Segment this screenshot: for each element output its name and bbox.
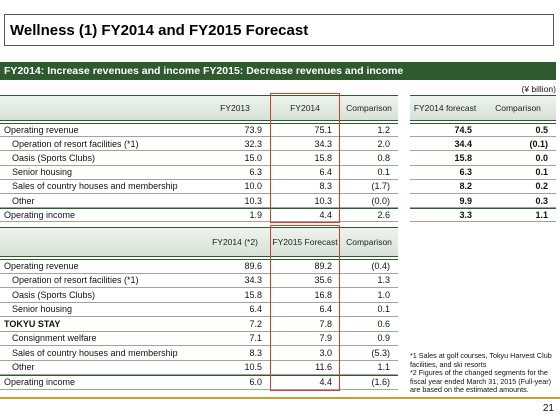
value-cell: 75.1 (270, 123, 340, 138)
value-cell: 1.2 (340, 123, 398, 138)
note: *2 Figures of the changed segments for t… (410, 368, 552, 395)
value-cell: 1.1 (340, 361, 398, 375)
value-cell: 89.2 (270, 259, 340, 274)
value-cell: 10.0 (200, 180, 270, 194)
value-cell: 15.0 (200, 151, 270, 166)
value-cell: (0.0) (340, 194, 398, 209)
header-cell (0, 227, 200, 257)
row-label: Other (0, 194, 200, 209)
value-cell: 10.5 (200, 361, 270, 375)
value-cell: 0.5 (480, 123, 556, 138)
header-cell: FY2014 (270, 95, 340, 121)
row-label: TOKYU STAY (0, 317, 200, 332)
header-cell: FY2014 (*2) (200, 227, 270, 257)
value-cell: 7.2 (200, 317, 270, 332)
value-cell: 0.9 (340, 332, 398, 346)
value-cell: 34.4 (410, 137, 480, 152)
value-cell: 6.4 (270, 303, 340, 317)
value-cell: 0.3 (480, 194, 556, 209)
value-cell: 9.9 (410, 194, 480, 209)
value-cell: 2.6 (340, 208, 398, 223)
value-cell: 6.4 (270, 166, 340, 180)
value-cell: 1.9 (200, 208, 270, 223)
value-cell: 1.0 (340, 288, 398, 303)
value-cell: 7.1 (200, 332, 270, 346)
value-cell: 0.6 (340, 317, 398, 332)
header-cell: FY2014 forecast (410, 95, 480, 121)
row-label: Senior housing (0, 303, 200, 317)
unit: (¥ billion) (521, 84, 557, 94)
header-cell: Comparison (340, 95, 398, 121)
value-cell: 10.3 (270, 194, 340, 209)
subtitle-bar: FY2014: Increase revenues and income FY2… (0, 62, 556, 80)
value-cell: 11.6 (270, 361, 340, 375)
header-cell: Comparison (480, 95, 556, 121)
value-cell: 35.6 (270, 274, 340, 288)
value-cell: 74.5 (410, 123, 480, 138)
highlight (270, 93, 340, 224)
row-label: Sales of country houses and membership (0, 346, 200, 361)
row-label: Operation of resort facilities (*1) (0, 274, 200, 288)
value-cell: 7.8 (270, 317, 340, 332)
row-label: Other (0, 361, 200, 375)
value-cell: 0.1 (340, 303, 398, 317)
value-cell: (1.7) (340, 180, 398, 194)
value-cell: (0.4) (340, 259, 398, 274)
value-cell: 0.2 (480, 180, 556, 194)
row-label: Oasis (Sports Clubs) (0, 151, 200, 166)
value-cell: 6.0 (200, 375, 270, 390)
value-cell: 7.9 (270, 332, 340, 346)
value-cell: 4.4 (270, 375, 340, 390)
title: Wellness (1) FY2014 and FY2015 Forecast (4, 14, 554, 46)
row-label: Operation of resort facilities (*1) (0, 137, 200, 152)
value-cell: 34.3 (200, 274, 270, 288)
header-cell: FY2013 (200, 95, 270, 121)
footer-line (0, 397, 560, 399)
value-cell: (0.1) (480, 137, 556, 152)
value-cell: 34.3 (270, 137, 340, 152)
header-cell (0, 95, 200, 121)
value-cell: 2.0 (340, 137, 398, 152)
value-cell: 15.8 (270, 151, 340, 166)
value-cell: 3.0 (270, 346, 340, 361)
value-cell: 8.3 (270, 180, 340, 194)
highlight (270, 225, 340, 391)
header-cell: Comparison (340, 227, 398, 257)
value-cell: 15.8 (410, 151, 480, 166)
value-cell: 0.1 (480, 166, 556, 180)
value-cell: 0.8 (340, 151, 398, 166)
value-cell: 8.3 (200, 346, 270, 361)
value-cell: 3.3 (410, 208, 480, 223)
value-cell: 1.3 (340, 274, 398, 288)
row-label: Oasis (Sports Clubs) (0, 288, 200, 303)
value-cell: 4.4 (270, 208, 340, 223)
value-cell: 10.3 (200, 194, 270, 209)
row-label: Operating income (0, 208, 200, 223)
row-label: Sales of country houses and membership (0, 180, 200, 194)
value-cell: 73.9 (200, 123, 270, 138)
row-label: Operating revenue (0, 123, 200, 138)
value-cell: (5.3) (340, 346, 398, 361)
note: *1 Sales at golf courses, Tokyu Harvest … (410, 351, 552, 369)
value-cell: (1.6) (340, 375, 398, 390)
value-cell: 32.3 (200, 137, 270, 152)
value-cell: 1.1 (480, 208, 556, 223)
header-cell: FY2015 Forecast (270, 227, 340, 257)
value-cell: 8.2 (410, 180, 480, 194)
notes: *1 Sales at golf courses, Tokyu Harvest … (410, 351, 558, 395)
row-label: Operating revenue (0, 259, 200, 274)
row-label: Operating income (0, 375, 200, 390)
value-cell: 16.8 (270, 288, 340, 303)
value-cell: 6.4 (200, 303, 270, 317)
value-cell: 6.3 (200, 166, 270, 180)
row-label: Consignment welfare (0, 332, 200, 346)
value-cell: 0.0 (480, 151, 556, 166)
value-cell: 0.1 (340, 166, 398, 180)
value-cell: 89.6 (200, 259, 270, 274)
page-number: 21 (542, 403, 554, 414)
row-label: Senior housing (0, 166, 200, 180)
value-cell: 15.8 (200, 288, 270, 303)
value-cell: 6.3 (410, 166, 480, 180)
